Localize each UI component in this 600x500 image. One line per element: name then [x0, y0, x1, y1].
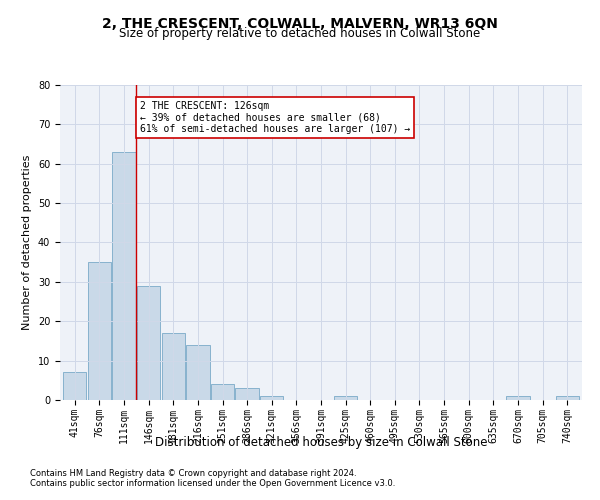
- Text: 2 THE CRESCENT: 126sqm
← 39% of detached houses are smaller (68)
61% of semi-det: 2 THE CRESCENT: 126sqm ← 39% of detached…: [140, 100, 410, 134]
- Bar: [88, 262, 111, 400]
- Bar: [63, 372, 86, 400]
- Text: 2, THE CRESCENT, COLWALL, MALVERN, WR13 6QN: 2, THE CRESCENT, COLWALL, MALVERN, WR13 …: [102, 18, 498, 32]
- Bar: [334, 396, 358, 400]
- Bar: [161, 333, 185, 400]
- Text: Distribution of detached houses by size in Colwall Stone: Distribution of detached houses by size …: [155, 436, 487, 449]
- Bar: [211, 384, 234, 400]
- Bar: [137, 286, 160, 400]
- Text: Contains public sector information licensed under the Open Government Licence v3: Contains public sector information licen…: [30, 478, 395, 488]
- Text: Contains HM Land Registry data © Crown copyright and database right 2024.: Contains HM Land Registry data © Crown c…: [30, 468, 356, 477]
- Bar: [235, 388, 259, 400]
- Bar: [506, 396, 530, 400]
- Bar: [260, 396, 283, 400]
- Bar: [556, 396, 579, 400]
- Bar: [112, 152, 136, 400]
- Y-axis label: Number of detached properties: Number of detached properties: [22, 155, 32, 330]
- Text: Size of property relative to detached houses in Colwall Stone: Size of property relative to detached ho…: [119, 28, 481, 40]
- Bar: [186, 345, 209, 400]
